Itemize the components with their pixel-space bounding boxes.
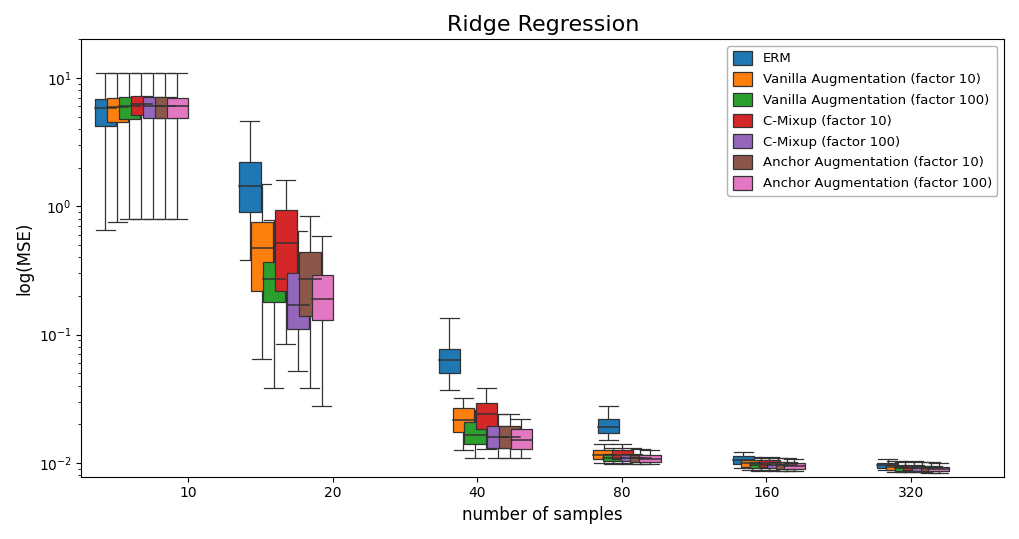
- Bar: [750, 462, 771, 468]
- Bar: [593, 451, 614, 459]
- Bar: [886, 465, 907, 469]
- Bar: [155, 97, 176, 118]
- Bar: [275, 210, 297, 291]
- Y-axis label: log(MSE): log(MSE): [15, 222, 33, 295]
- Bar: [476, 403, 497, 429]
- Bar: [603, 454, 624, 461]
- Bar: [912, 466, 933, 471]
- X-axis label: number of samples: number of samples: [463, 506, 623, 524]
- Bar: [759, 460, 780, 467]
- Bar: [264, 261, 284, 302]
- Bar: [775, 462, 797, 469]
- Bar: [107, 98, 128, 122]
- Bar: [487, 426, 508, 448]
- Bar: [119, 97, 140, 119]
- Bar: [742, 460, 762, 467]
- Title: Ridge Regression: Ridge Regression: [446, 15, 639, 35]
- Bar: [252, 222, 273, 291]
- Bar: [903, 465, 924, 469]
- Bar: [511, 429, 532, 449]
- Bar: [630, 454, 651, 462]
- Bar: [895, 466, 916, 471]
- Bar: [598, 419, 619, 433]
- Bar: [499, 426, 520, 448]
- Bar: [452, 407, 474, 432]
- Bar: [920, 466, 942, 471]
- Bar: [611, 451, 633, 459]
- Bar: [287, 273, 309, 329]
- Bar: [784, 463, 805, 469]
- Bar: [928, 467, 950, 472]
- Bar: [239, 162, 261, 212]
- Bar: [877, 462, 899, 468]
- Bar: [143, 97, 164, 118]
- Bar: [639, 455, 660, 462]
- Bar: [167, 98, 189, 118]
- Bar: [439, 349, 460, 373]
- Bar: [622, 454, 642, 461]
- Bar: [300, 252, 321, 316]
- Bar: [95, 100, 116, 126]
- Bar: [767, 462, 789, 468]
- Legend: ERM, Vanilla Augmentation (factor 10), Vanilla Augmentation (factor 100), C-Mixu: ERM, Vanilla Augmentation (factor 10), V…: [728, 46, 998, 196]
- Bar: [312, 275, 332, 320]
- Bar: [733, 456, 754, 464]
- Bar: [130, 96, 152, 115]
- Bar: [465, 421, 485, 444]
